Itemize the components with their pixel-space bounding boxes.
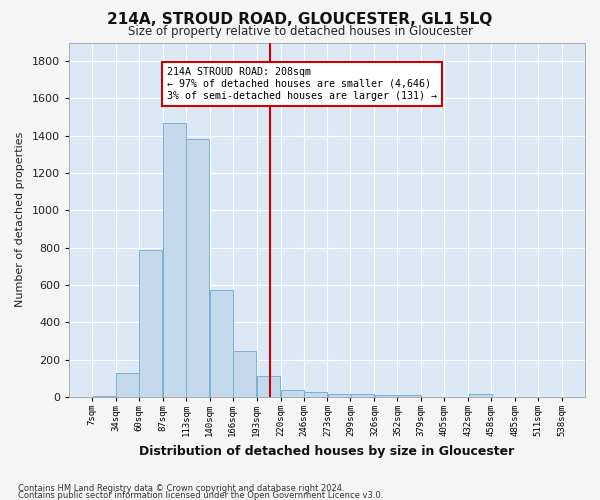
- Bar: [328, 394, 351, 397]
- Bar: [375, 395, 398, 397]
- Bar: [281, 390, 304, 397]
- X-axis label: Distribution of detached houses by size in Gloucester: Distribution of detached houses by size …: [139, 444, 515, 458]
- Text: Contains HM Land Registry data © Crown copyright and database right 2024.: Contains HM Land Registry data © Crown c…: [18, 484, 344, 493]
- Bar: [257, 376, 280, 397]
- Text: Size of property relative to detached houses in Gloucester: Size of property relative to detached ho…: [128, 25, 473, 38]
- Bar: [304, 392, 327, 397]
- Bar: [139, 250, 163, 397]
- Bar: [187, 138, 209, 397]
- Text: Contains public sector information licensed under the Open Government Licence v3: Contains public sector information licen…: [18, 492, 383, 500]
- Text: 214A, STROUD ROAD, GLOUCESTER, GL1 5LQ: 214A, STROUD ROAD, GLOUCESTER, GL1 5LQ: [107, 12, 493, 28]
- Bar: [116, 372, 139, 397]
- Bar: [398, 395, 421, 397]
- Bar: [469, 394, 491, 397]
- Bar: [233, 350, 256, 397]
- Text: 214A STROUD ROAD: 208sqm
← 97% of detached houses are smaller (4,646)
3% of semi: 214A STROUD ROAD: 208sqm ← 97% of detach…: [167, 68, 437, 100]
- Bar: [210, 290, 233, 397]
- Bar: [351, 394, 374, 397]
- Y-axis label: Number of detached properties: Number of detached properties: [15, 132, 25, 308]
- Bar: [163, 122, 187, 397]
- Bar: [92, 396, 116, 397]
